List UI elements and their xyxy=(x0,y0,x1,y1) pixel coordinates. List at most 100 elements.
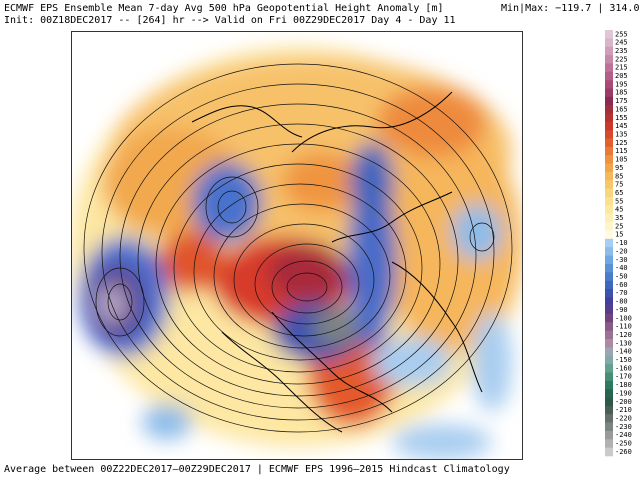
legend-label: -90 xyxy=(615,306,628,314)
legend-label: 155 xyxy=(615,114,628,122)
legend-swatch xyxy=(605,222,613,231)
legend-swatch xyxy=(605,364,613,373)
legend-swatch xyxy=(605,30,613,39)
legend-label: 235 xyxy=(615,47,628,55)
legend-swatch xyxy=(605,447,613,457)
legend-label: -20 xyxy=(615,247,628,255)
height-contours xyxy=(83,63,513,433)
color-legend: 2552452352252152051951851751651551451351… xyxy=(605,30,632,457)
legend-swatch xyxy=(605,288,613,298)
legend-swatch xyxy=(605,414,613,423)
legend-label: 135 xyxy=(615,131,628,139)
legend-label: 65 xyxy=(615,189,623,197)
legend-swatch xyxy=(605,230,613,240)
min-max-readout: Min|Max: −119.7 | 314.0 m xyxy=(501,3,640,14)
legend-swatch xyxy=(605,80,613,89)
legend-label: 35 xyxy=(615,214,623,222)
legend-swatch xyxy=(605,272,613,281)
legend-label: 25 xyxy=(615,222,623,230)
legend-swatch xyxy=(605,330,613,340)
legend-label: -100 xyxy=(615,314,632,322)
legend-swatch xyxy=(605,138,613,148)
legend-swatch xyxy=(605,339,613,348)
legend-label: -140 xyxy=(615,348,632,356)
legend-label: -70 xyxy=(615,289,628,297)
legend-label: 55 xyxy=(615,197,623,205)
legend-swatch xyxy=(605,63,613,73)
legend-label: -230 xyxy=(615,423,632,431)
legend-label: 85 xyxy=(615,172,623,180)
legend-swatch xyxy=(605,71,613,81)
legend-swatch xyxy=(605,263,613,273)
legend-swatch xyxy=(605,172,613,181)
legend-label: -160 xyxy=(615,364,632,372)
legend-swatch xyxy=(605,372,613,382)
legend-swatch xyxy=(605,297,613,306)
legend-swatch xyxy=(605,422,613,432)
legend-label: 75 xyxy=(615,181,623,189)
legend-swatch xyxy=(605,355,613,365)
legend-swatch xyxy=(605,397,613,407)
legend-label: -150 xyxy=(615,356,632,364)
map-title: ECMWF EPS Ensemble Mean 7-day Avg 500 hP… xyxy=(4,3,444,14)
legend-label: -190 xyxy=(615,389,632,397)
legend-label: 45 xyxy=(615,206,623,214)
legend-swatch xyxy=(605,405,613,415)
legend-label: 245 xyxy=(615,39,628,47)
init-valid-line: Init: 00Z18DEC2017 -- [264] hr --> Valid… xyxy=(4,15,456,26)
legend-swatch xyxy=(605,55,613,64)
legend-swatch xyxy=(605,238,613,248)
legend-label: 175 xyxy=(615,97,628,105)
legend-label: 105 xyxy=(615,156,628,164)
legend-label: -210 xyxy=(615,406,632,414)
legend-label: 255 xyxy=(615,30,628,38)
legend-swatch xyxy=(605,322,613,331)
legend-label: 165 xyxy=(615,105,628,113)
legend-swatch xyxy=(605,347,613,357)
climatology-footer: Average between 00Z22DEC2017–00Z29DEC201… xyxy=(4,464,510,475)
map-canvas xyxy=(72,32,522,459)
legend-swatch xyxy=(605,314,613,323)
legend-label: 185 xyxy=(615,89,628,97)
legend-label: -260 xyxy=(615,448,632,456)
legend-label: -180 xyxy=(615,381,632,389)
legend-swatch xyxy=(605,305,613,315)
legend-label: -240 xyxy=(615,431,632,439)
legend-swatch xyxy=(605,155,613,164)
legend-label: -220 xyxy=(615,415,632,423)
legend-label: -250 xyxy=(615,440,632,448)
legend-label: 95 xyxy=(615,164,623,172)
legend-label: -30 xyxy=(615,256,628,264)
legend-label: 15 xyxy=(615,231,623,239)
legend-swatch xyxy=(605,46,613,56)
legend-label: 215 xyxy=(615,64,628,72)
legend-swatch xyxy=(605,430,613,440)
legend-label: -130 xyxy=(615,339,632,347)
legend-swatch xyxy=(605,389,613,398)
legend-swatch xyxy=(605,188,613,198)
anomaly-map xyxy=(71,31,523,460)
legend-swatch xyxy=(605,130,613,139)
legend-label: -120 xyxy=(615,331,632,339)
legend-swatch xyxy=(605,180,613,189)
legend-label: 115 xyxy=(615,147,628,155)
legend-label: 195 xyxy=(615,80,628,88)
legend-swatch xyxy=(605,121,613,131)
legend-label: -50 xyxy=(615,273,628,281)
legend-label: -40 xyxy=(615,264,628,272)
legend-swatch xyxy=(605,247,613,256)
legend-label: 125 xyxy=(615,139,628,147)
legend-label: 205 xyxy=(615,72,628,80)
legend-swatch xyxy=(605,213,613,223)
legend-swatch xyxy=(605,205,613,215)
legend-swatch xyxy=(605,380,613,390)
legend-swatch xyxy=(605,439,613,448)
coastlines xyxy=(191,91,483,433)
legend-swatch xyxy=(605,146,613,156)
legend-swatch xyxy=(605,96,613,106)
legend-swatch xyxy=(605,197,613,206)
legend-swatch xyxy=(605,255,613,265)
legend-swatch xyxy=(605,105,613,114)
legend-swatch xyxy=(605,38,613,47)
legend-swatch xyxy=(605,88,613,98)
